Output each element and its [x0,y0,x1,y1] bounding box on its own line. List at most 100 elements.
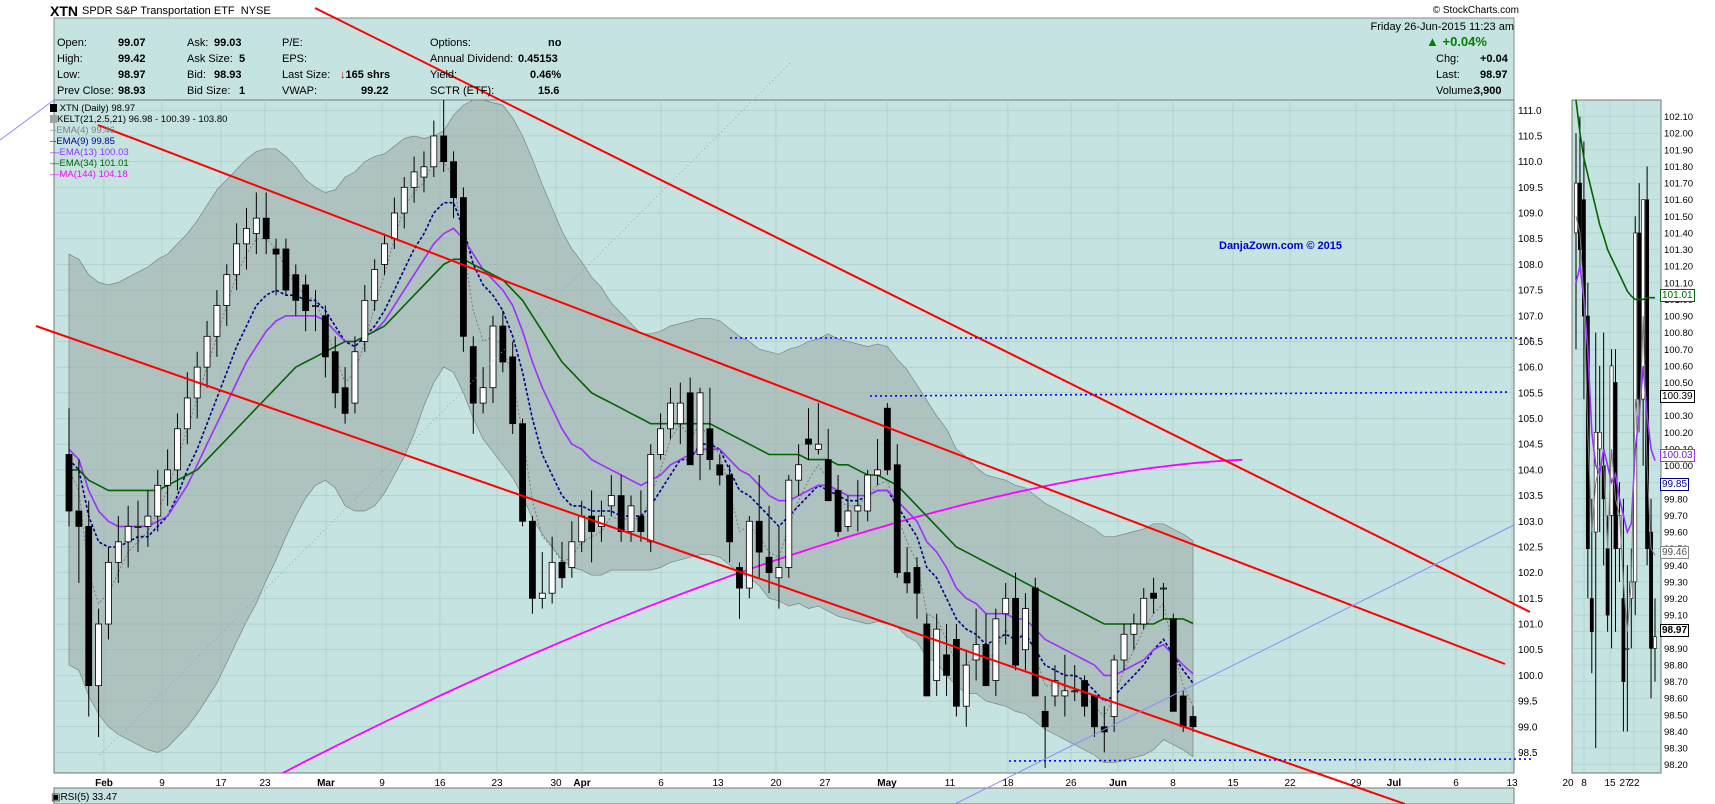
x-tick-label: 27 [819,778,831,789]
candle-body [824,459,832,502]
candle [1002,582,1010,645]
candle [883,403,891,476]
ma144-line [280,458,1243,773]
candle [588,490,595,563]
x-tick-label: 6 [658,778,664,789]
candle [282,238,290,296]
candle [657,413,664,460]
x-tick-label: Jun [1109,778,1127,789]
candle [775,526,783,609]
candle-body [1022,608,1029,651]
candle [371,259,379,311]
rsi-label: ▣RSI(5) 33.47 [51,792,118,803]
candle-body [745,520,753,589]
candle-body [568,541,576,568]
candle-body [785,479,793,568]
candle-body [578,515,586,543]
candle-body [548,561,556,594]
inset-candle [1613,349,1618,632]
inset-y-tick-label: 100.20 [1664,428,1693,439]
legend-price: XTN (Daily) 98.97 [50,103,227,114]
inset-y-tick-label: 100.00 [1664,461,1693,472]
ask-value: 99.03 [214,37,242,49]
candle-body [657,428,664,455]
candle [420,151,428,193]
x-tick-label: Jul [1387,778,1402,789]
candle-body [617,495,625,532]
candle [509,341,517,434]
inset-candle [1578,116,1582,267]
candle [1031,577,1039,697]
candle [1130,613,1138,650]
high-value: 99.42 [118,53,146,65]
candle-body [124,526,132,543]
inset-candle [1597,365,1602,533]
candle-body [598,515,605,527]
candle-body [154,484,162,517]
inset-y-tick-label: 98.60 [1664,694,1688,705]
y-tick-label: 99.5 [1518,697,1538,708]
candle-body [381,243,388,265]
candle-body [686,392,694,466]
candle [568,521,576,578]
candle-body [696,392,704,455]
inset-candle [1653,598,1657,682]
candle [134,500,142,553]
inset-candle-body [1621,598,1626,682]
candle-body [410,171,418,188]
y-tick-label: 104.0 [1518,465,1543,476]
rsi-panel [53,787,1515,804]
candle [114,516,122,583]
candle-body [262,217,270,240]
candle [174,413,181,491]
inset-candle-body [1645,199,1650,549]
candle [854,480,862,532]
y-tick-label: 106.5 [1518,337,1543,348]
candle [726,464,734,563]
prev-close-value: 98.93 [118,85,146,97]
candle [913,557,921,619]
candle-body [844,510,852,527]
candle-body [282,248,290,291]
candle [410,156,418,203]
candle-body [755,520,763,553]
instrument-name: SPDR S&P Transportation ETF NYSE [82,5,271,17]
inset-y-tick-label: 98.50 [1664,710,1688,721]
bid-size-label: Bid Size: [187,85,231,97]
dividend-value: 0.45153 [518,53,558,65]
candle-body [400,186,408,214]
candle-body [450,161,457,199]
inset-y-tick-label: 99.10 [1664,611,1688,622]
last-size-value: ↓165 shrs [340,69,391,81]
candle-body [676,402,684,425]
candle [1012,572,1019,671]
fan-line [99,62,791,756]
candle [667,387,674,440]
candle [85,500,93,717]
x-tick-label: May [877,778,897,789]
pe-label: P/E: [282,37,303,49]
candle [1022,593,1029,671]
candle-body [95,623,102,687]
candle [953,624,960,717]
inset-candle [1645,166,1650,566]
x-tick-label: 18 [1002,778,1014,789]
candle [607,475,615,517]
y-tick-label: 110.0 [1518,157,1543,168]
inset-candle [1637,183,1642,433]
candle [696,387,704,481]
candle-body [105,561,112,625]
candle [302,274,310,332]
candle-body [499,325,507,363]
candle-body [519,423,526,522]
candle [203,320,211,388]
candle-body [805,438,812,445]
candle [183,372,191,445]
y-tick-label: 109.0 [1518,209,1543,220]
candle [795,444,803,496]
ask-size-label: Ask Size: [187,53,233,65]
inset-y-tick-label: 99.70 [1664,511,1688,522]
candle [430,120,438,178]
inset-candle-body [1653,636,1657,649]
candle-body [223,274,231,306]
